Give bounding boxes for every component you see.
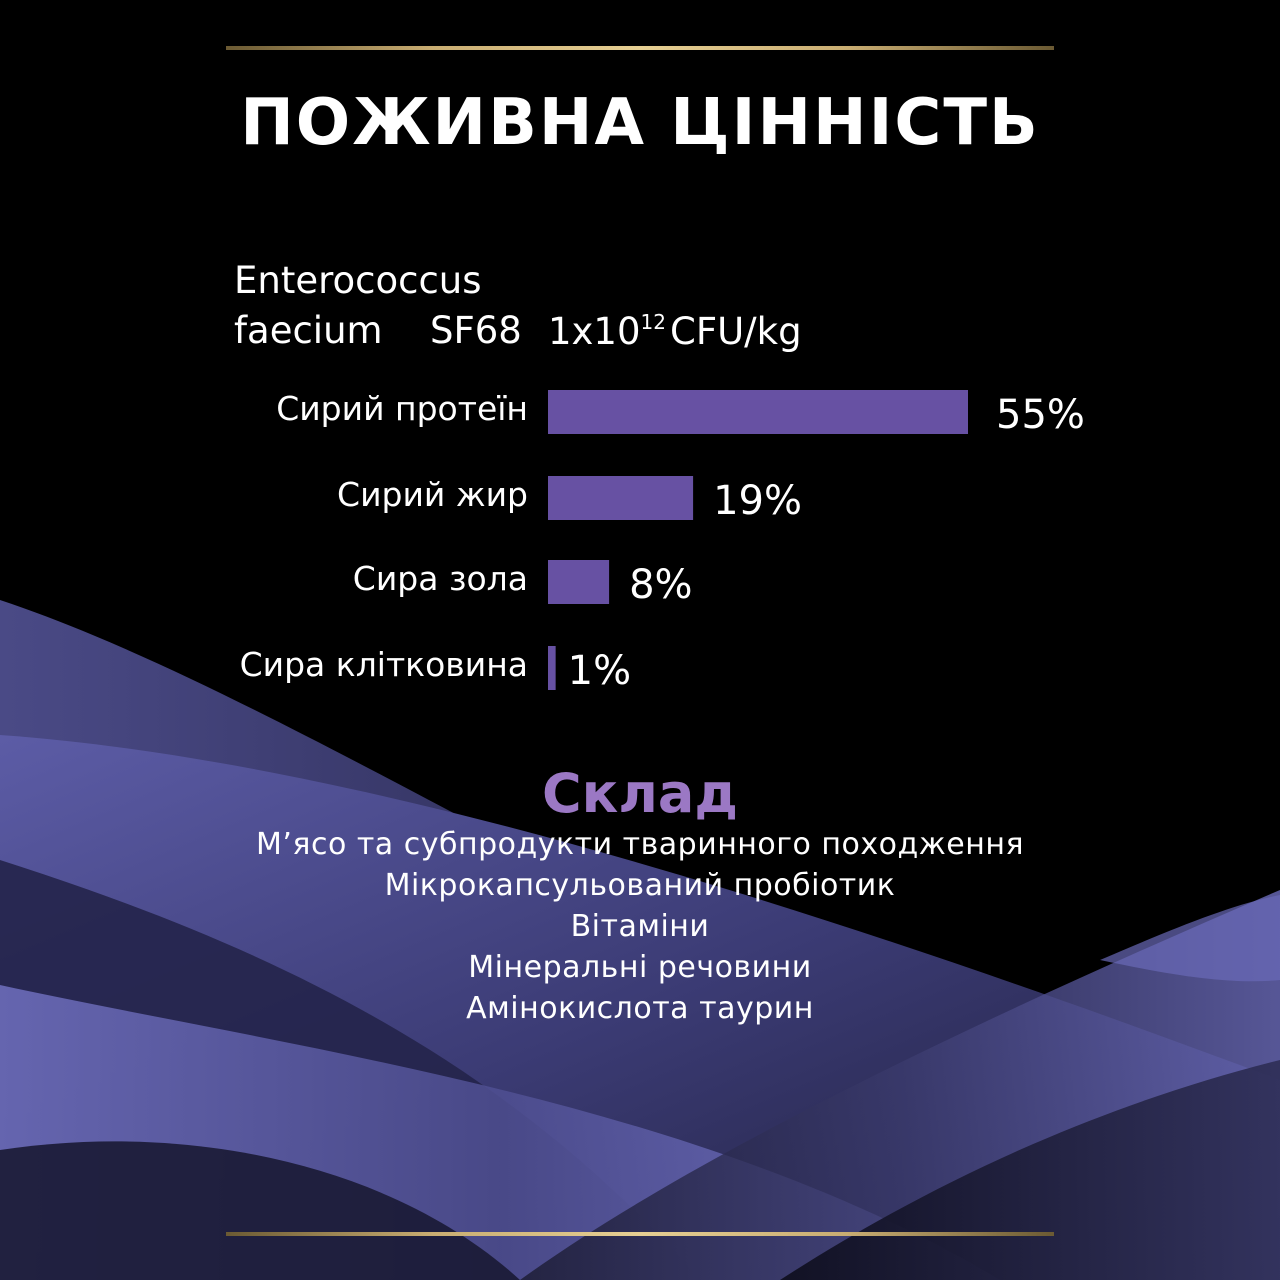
category-label: Сирий жир: [337, 475, 528, 514]
bar-1: [548, 476, 694, 520]
value-label: 19%: [713, 478, 802, 524]
composition-title: Склад: [542, 762, 738, 825]
value-label: 55%: [996, 392, 1085, 438]
probiotic-amount-exponent: 12: [640, 310, 666, 334]
value-label: 1%: [568, 648, 631, 694]
wave-band-7: [780, 1060, 1280, 1280]
category-label: Сира зола: [353, 559, 528, 598]
probiotic-name-line2: faecium: [234, 309, 383, 352]
value-label: 8%: [629, 562, 692, 608]
composition-item: Мікрокапсульований пробіотик: [384, 868, 896, 903]
probiotic-unit: CFU/kg: [669, 310, 802, 353]
page-title: ПОЖИВНА ЦІННІСТЬ: [240, 86, 1040, 160]
nutrition-bar-chart: Сирий протеїн 55% Сирий жир 19% Сира зола 8% С…: [240, 389, 1085, 694]
gold-divider-top: [226, 46, 1054, 50]
composition-list: М’ясо та субпродукти тваринного походжен…: [0, 824, 1280, 1029]
category-label: Сира клітковина: [240, 645, 528, 684]
bar-2: [548, 560, 610, 604]
probiotic-name-line1: Enterococcus: [234, 259, 482, 302]
bar-3: [548, 646, 556, 690]
probiotic-strain: SF68: [430, 309, 522, 352]
composition-item: Амінокислота таурин: [466, 991, 814, 1026]
composition-item: Вітаміни: [570, 909, 710, 944]
bar-0: [548, 390, 968, 434]
gold-divider-bottom: [226, 1232, 1054, 1236]
category-label: Сирий протеїн: [276, 389, 528, 428]
wave-band-8: [1100, 895, 1280, 982]
composition-item: М’ясо та субпродукти тваринного походжен…: [255, 827, 1025, 862]
wave-band-5: [0, 1141, 520, 1280]
composition-item: Мінеральні речовини: [468, 950, 812, 985]
probiotic-amount: 1x1012 CFU/kg: [548, 312, 802, 350]
probiotic-amount-base: 1x10: [548, 310, 641, 353]
